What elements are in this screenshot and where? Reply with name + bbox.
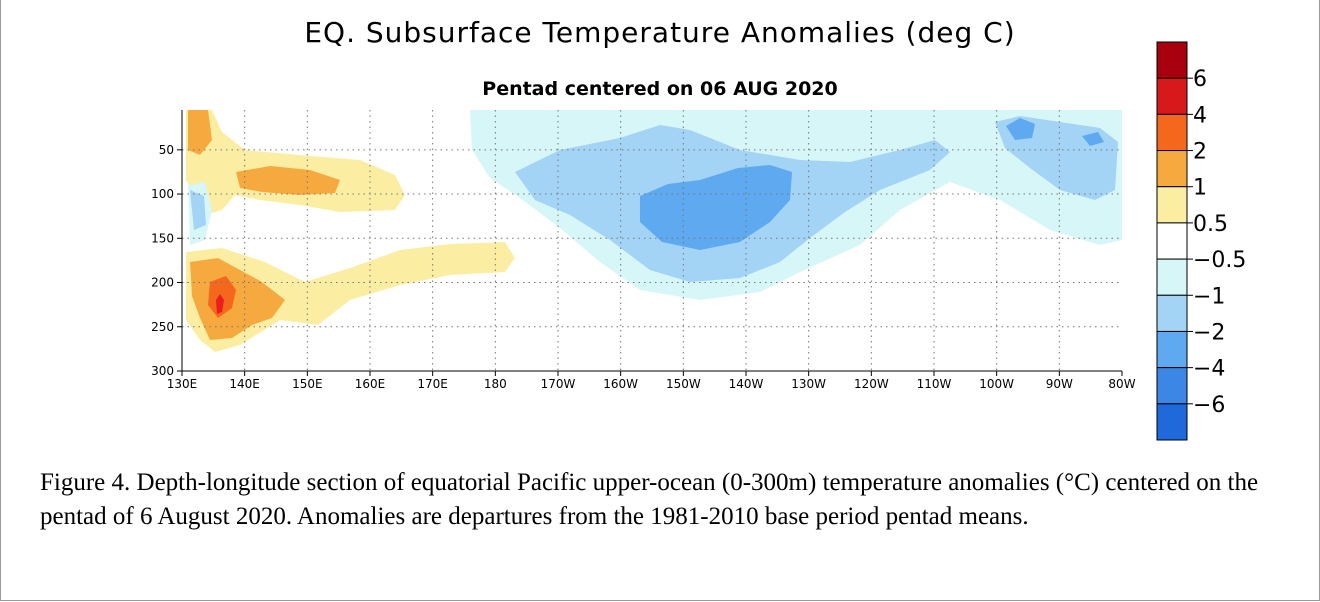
y-tick-label: 250 xyxy=(151,320,174,334)
colorbar-label: −0.5 xyxy=(1193,248,1246,273)
colorbar-label: 1 xyxy=(1193,176,1207,201)
cool-anomaly-1-west-pocket xyxy=(190,190,206,230)
colorbar-label: 4 xyxy=(1193,103,1207,128)
x-tick-label: 160W xyxy=(603,377,638,391)
chart-title: EQ. Subsurface Temperature Anomalies (de… xyxy=(304,16,1016,49)
colorbar-swatch xyxy=(1156,367,1188,405)
x-tick-label: 120W xyxy=(854,377,889,391)
x-tick-label: 80W xyxy=(1108,377,1135,391)
colorbar-label: −4 xyxy=(1193,357,1225,382)
x-tick-label: 170E xyxy=(417,377,448,391)
warm-anomaly-1-mid xyxy=(236,166,340,195)
cool-anomaly-2-east-small xyxy=(1082,132,1104,146)
y-tick-label: 150 xyxy=(151,231,174,245)
colorbar-swatch xyxy=(1156,150,1188,188)
y-tick-label: 50 xyxy=(159,143,174,157)
x-axis-ticks: 130E 140E 150E 160E 170E 180 170W 160W 150W 140W 1… xyxy=(167,371,1136,391)
x-tick-label: 90W xyxy=(1046,377,1073,391)
warm-anomaly-1-lower xyxy=(190,258,285,340)
colorbar-label: 6 xyxy=(1193,67,1207,92)
x-tick-label: 150W xyxy=(666,377,701,391)
y-tick-label: 300 xyxy=(151,364,174,378)
x-tick-label: 130W xyxy=(791,377,826,391)
anomaly-field xyxy=(186,110,1122,352)
x-tick-label: 140W xyxy=(729,377,764,391)
warm-anomaly-0.5-upper-west xyxy=(186,110,405,215)
colorbar-swatch xyxy=(1156,186,1188,224)
warm-anomaly-1-upper xyxy=(188,110,212,155)
y-tick-label: 100 xyxy=(151,187,174,201)
colorbar-swatch xyxy=(1156,41,1188,79)
chart-subtitle: Pentad centered on 06 AUG 2020 xyxy=(482,78,838,100)
colorbar-label: −1 xyxy=(1193,284,1225,309)
x-tick-label: 110W xyxy=(917,377,952,391)
colorbar-label: −6 xyxy=(1193,393,1225,418)
colorbar-swatch xyxy=(1156,77,1188,115)
x-tick-label: 140E xyxy=(229,377,260,391)
depth-longitude-plot: 130E 140E 150E 160E 170E 180 170W 160W 150W 140W 1… xyxy=(151,41,1246,441)
colorbar-swatch xyxy=(1156,258,1188,296)
colorbar-label: 0.5 xyxy=(1193,212,1228,237)
x-tick-label: 150E xyxy=(292,377,323,391)
cool-anomaly-2-east xyxy=(1006,118,1035,140)
colorbar-swatch xyxy=(1156,330,1188,369)
x-tick-label: 180 xyxy=(484,377,507,391)
x-tick-label: 130E xyxy=(167,377,198,391)
x-tick-label: 170W xyxy=(541,377,576,391)
colorbar-swatch xyxy=(1156,403,1188,441)
figure-caption: Figure 4. Depth-longitude section of equ… xyxy=(40,469,1259,530)
warm-anomaly-4-core xyxy=(216,294,224,314)
colorbar-swatch xyxy=(1156,294,1188,332)
colorbar-swatch xyxy=(1156,113,1188,152)
colorbar: 6 4 2 1 0.5 −0.5 −1 −2 −4 −6 xyxy=(1156,41,1246,441)
y-axis-ticks: 50 100 150 200 250 300 xyxy=(151,143,182,378)
y-tick-label: 200 xyxy=(151,276,174,290)
colorbar-swatch xyxy=(1156,222,1188,260)
x-tick-label: 160E xyxy=(355,377,386,391)
colorbar-label: −2 xyxy=(1193,320,1225,345)
x-tick-label: 100W xyxy=(979,377,1014,391)
cool-anomaly-2-core xyxy=(640,165,792,250)
colorbar-label: 2 xyxy=(1193,140,1207,165)
